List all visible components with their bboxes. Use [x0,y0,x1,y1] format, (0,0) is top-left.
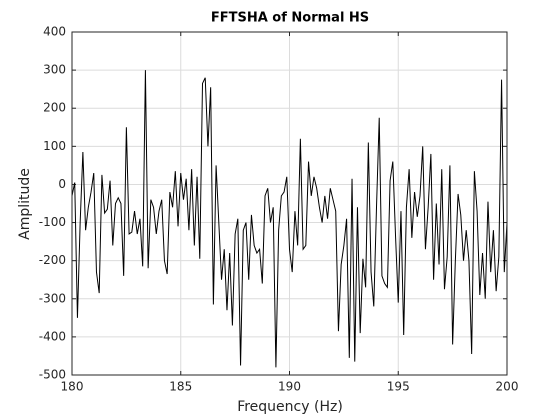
data-line [71,70,508,368]
y-tick-label: 400 [43,25,66,39]
x-tick-label: 180 [61,380,84,394]
y-tick-label: -100 [39,215,66,229]
plot-frame [71,31,508,376]
y-tick-label: -300 [39,291,66,305]
x-tick-label: 195 [387,380,410,394]
y-axis-label: Amplitude [17,168,33,240]
y-tick-label: 0 [58,177,66,191]
x-axis-label: Frequency (Hz) [237,399,343,415]
y-tick-label: 200 [43,101,66,115]
x-tick-label: 200 [496,380,519,394]
y-tick-label: -400 [39,329,66,343]
x-tick-label: 190 [278,380,301,394]
y-tick-label: 300 [43,63,66,77]
y-tick-label: -200 [39,253,66,267]
x-tick-label: 185 [169,380,192,394]
chart-title: FFTSHA of Normal HS [211,11,369,26]
y-tick-label: -500 [39,368,66,382]
y-tick-label: 100 [43,139,66,153]
